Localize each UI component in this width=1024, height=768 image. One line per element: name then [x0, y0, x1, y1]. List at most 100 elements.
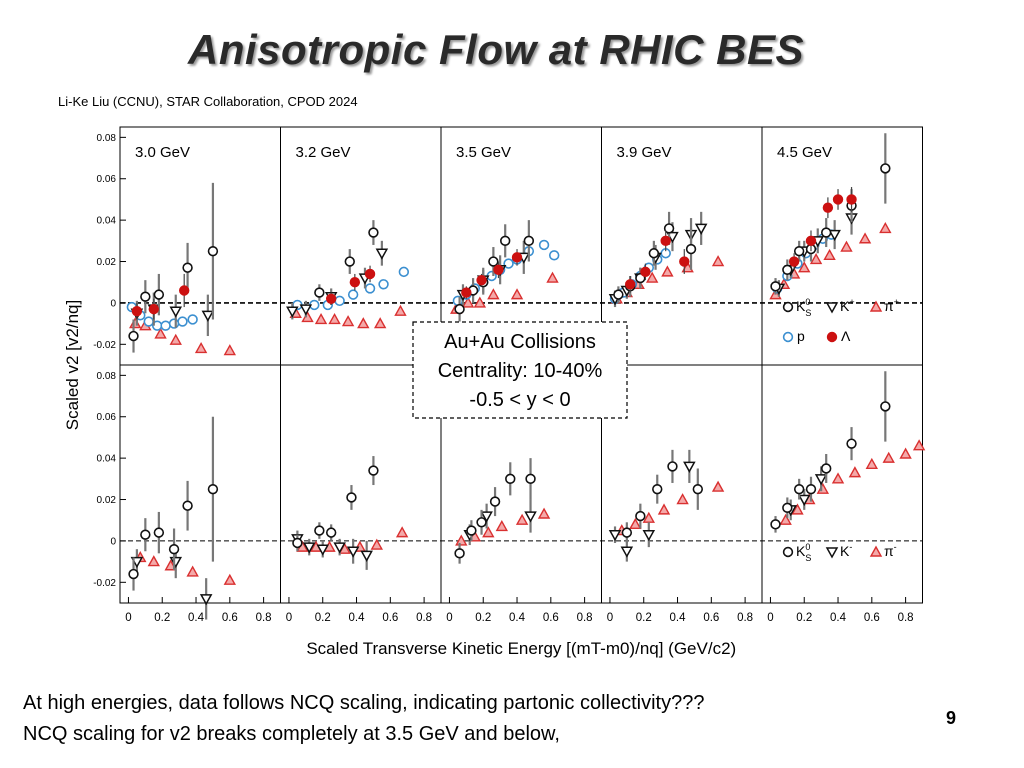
piminus-point — [816, 482, 830, 494]
v2-scaling-chart: -0.02 0 0.02 0.04 0.06 0.08 -0.02 0 0.02 0.04 0.06… — [63, 126, 926, 658]
lambda-point — [832, 194, 844, 205]
x-tick-label: 0 — [607, 612, 613, 624]
x-axis-label: Scaled Transverse Kinetic Energy [(mT-m0… — [306, 639, 736, 658]
legend-ks0-label: K0 S — [796, 297, 811, 318]
piplus-point — [301, 310, 314, 323]
lambda-point — [511, 252, 523, 263]
x-tick-label: 0.2 — [154, 612, 170, 624]
ks0-point — [140, 291, 151, 302]
ks0-point — [325, 527, 337, 538]
x-tick-label: 0 — [286, 612, 292, 624]
proton-point — [538, 239, 550, 251]
kplus-point — [694, 223, 708, 235]
proton-point — [398, 266, 410, 278]
ks0-point — [368, 465, 379, 476]
ks0-point — [692, 483, 703, 495]
ks0-point — [140, 529, 151, 540]
y-tick-label: 0 — [110, 536, 116, 547]
x-tick-label: 0.4 — [349, 612, 366, 624]
legend-proton-label: p — [797, 328, 805, 344]
ks0-point — [505, 473, 516, 485]
proton-point — [177, 316, 188, 327]
piplus-point — [394, 304, 407, 316]
piplus-point — [645, 271, 659, 283]
kminus-point — [524, 511, 537, 523]
x-tick-label: 0.6 — [382, 612, 398, 624]
piminus-point — [912, 439, 926, 451]
y-tick-label: 0 — [110, 298, 116, 309]
piplus-point — [546, 271, 559, 283]
legend-ks0-marker — [782, 546, 794, 558]
kplus-point — [828, 229, 841, 242]
piplus-point — [169, 333, 182, 345]
piminus-point — [395, 526, 409, 538]
piplus-point — [341, 315, 355, 327]
lambda-point — [640, 266, 651, 278]
piminus-point — [223, 573, 237, 585]
ks0-point — [207, 483, 219, 495]
piminus-point — [147, 555, 160, 567]
ks0-point — [153, 289, 165, 300]
y-tick-label: 0.06 — [97, 174, 117, 185]
footer-line-1: At high energies, data follows NCQ scali… — [23, 692, 705, 714]
piminus-point — [642, 511, 655, 523]
energy-label: 4.5 GeV — [777, 144, 832, 161]
ks0-point — [805, 483, 817, 495]
piminus-point — [779, 513, 792, 525]
kminus-point — [333, 542, 346, 554]
proton-point — [160, 320, 171, 331]
legend-kplus-label: K+ — [840, 297, 855, 314]
ks0-point — [635, 510, 646, 522]
lambda-point — [679, 256, 690, 267]
kminus-point — [814, 474, 828, 486]
kplus-point — [169, 306, 183, 318]
x-tick-label: 0.2 — [636, 612, 652, 624]
x-tick-label: 0.6 — [543, 612, 559, 624]
lambda-point — [461, 287, 472, 298]
ks0-point — [128, 568, 139, 580]
ks0-point — [489, 496, 501, 507]
x-tick-label: 0.4 — [830, 612, 847, 624]
ks0-point — [368, 227, 379, 238]
legend-ks0-marker — [782, 301, 794, 313]
kplus-point — [299, 304, 313, 316]
ks0-point — [652, 483, 663, 495]
lambda-point — [822, 202, 834, 213]
legend-piminus-marker — [869, 545, 883, 557]
piplus-point — [661, 265, 674, 277]
ks0-point — [344, 256, 355, 267]
x-tick-label: 0.4 — [188, 612, 205, 624]
piminus-point — [899, 447, 912, 459]
ks0-point — [820, 463, 832, 474]
piplus-point — [510, 288, 524, 300]
piplus-point — [823, 248, 836, 261]
x-tick-label: 0 — [446, 612, 452, 624]
page-number: 9 — [946, 708, 957, 728]
legend-bottom: K0 S K-π- — [796, 542, 897, 563]
piminus-point — [711, 480, 725, 492]
piminus-point — [186, 565, 199, 577]
kminus-point — [797, 494, 811, 507]
info-box — [412, 321, 628, 419]
lambda-point — [805, 235, 817, 247]
slide-title: Anisotropic Flow at RHIC BES — [187, 26, 805, 73]
kminus-point — [480, 511, 493, 523]
piplus-point — [858, 232, 872, 244]
piminus-point — [865, 457, 879, 470]
kplus-point — [286, 306, 299, 318]
kminus-point — [620, 546, 634, 558]
piminus-point — [831, 472, 845, 484]
piplus-point — [373, 317, 387, 329]
y-tick-label: 0.02 — [97, 495, 117, 506]
ks0-point — [182, 262, 193, 273]
piminus-point — [495, 519, 509, 532]
ks0-point — [793, 483, 805, 495]
ks0-point — [621, 527, 633, 538]
piminus-point — [482, 526, 495, 538]
x-tick-label: 0.2 — [475, 612, 491, 624]
piplus-point — [473, 296, 487, 308]
ks0-point — [182, 500, 193, 511]
ks0-point — [648, 248, 660, 259]
piminus-point — [791, 503, 804, 515]
proton-point — [378, 279, 389, 290]
